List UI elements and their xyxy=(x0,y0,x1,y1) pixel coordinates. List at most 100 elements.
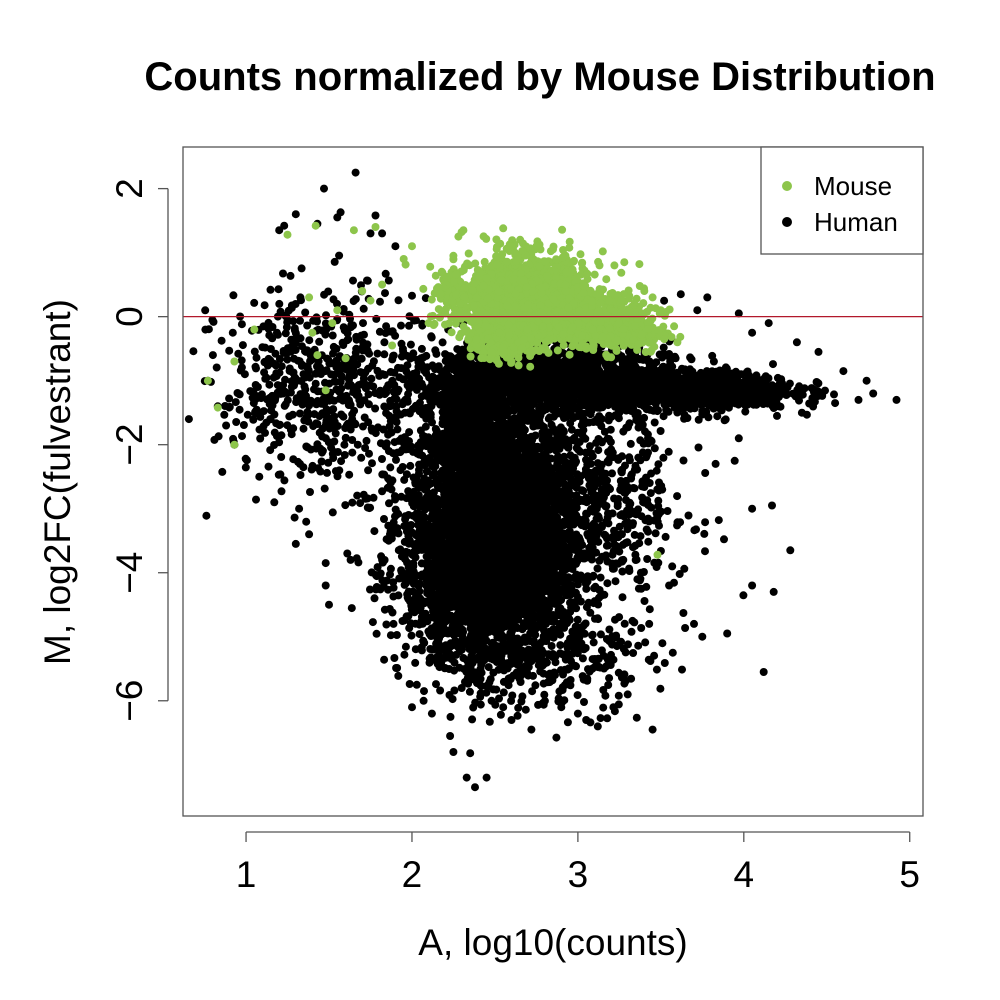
series-human xyxy=(184,168,901,792)
point-human xyxy=(368,618,377,627)
point-human xyxy=(406,461,415,470)
point-human xyxy=(496,482,505,491)
point-human xyxy=(382,620,391,629)
point-human xyxy=(437,629,446,638)
point-human xyxy=(468,715,477,724)
point-human xyxy=(412,514,421,523)
point-human xyxy=(411,604,420,613)
point-human xyxy=(463,548,471,557)
point-human xyxy=(485,527,494,535)
point-human xyxy=(389,619,398,628)
point-human xyxy=(534,461,543,469)
point-human xyxy=(514,581,523,590)
point-human xyxy=(462,504,471,512)
point-human xyxy=(454,560,463,569)
point-human xyxy=(383,576,391,585)
point-human xyxy=(603,579,612,588)
point-human xyxy=(372,629,381,638)
point-human xyxy=(394,671,403,680)
point-human xyxy=(511,481,520,490)
point-human xyxy=(495,547,504,556)
point-human xyxy=(403,558,412,567)
point-human xyxy=(418,478,427,487)
point-human xyxy=(373,563,382,572)
point-human xyxy=(548,598,557,607)
point-human xyxy=(422,493,431,502)
point-human xyxy=(535,562,544,571)
point-human xyxy=(446,712,455,721)
point-human xyxy=(404,511,413,519)
point-human xyxy=(412,680,421,689)
point-human xyxy=(378,455,386,463)
point-human xyxy=(466,749,475,758)
point-human xyxy=(548,565,557,574)
point-human xyxy=(461,567,470,576)
point-human xyxy=(595,556,604,565)
point-human xyxy=(549,591,558,600)
point-human xyxy=(512,569,521,578)
point-human xyxy=(386,564,395,573)
point-human xyxy=(392,664,401,672)
point-human xyxy=(573,615,582,624)
point-human xyxy=(423,520,432,529)
point-human xyxy=(517,563,526,572)
point-human xyxy=(402,494,411,503)
point-human xyxy=(380,655,389,664)
point-human xyxy=(405,536,414,545)
point-human xyxy=(426,630,435,639)
point-human xyxy=(468,519,477,528)
point-human xyxy=(440,553,449,562)
point-human xyxy=(501,464,510,473)
point-human xyxy=(396,545,405,554)
point-human xyxy=(489,599,498,608)
point-human xyxy=(593,564,602,573)
point-human xyxy=(401,642,410,651)
point-human xyxy=(472,546,481,555)
point-human xyxy=(411,547,420,556)
point-human xyxy=(433,495,442,504)
point-human xyxy=(449,584,458,593)
point-human xyxy=(415,630,424,639)
point-human xyxy=(391,505,400,514)
point-human xyxy=(458,480,467,489)
point-human xyxy=(475,591,484,600)
point-human xyxy=(448,695,457,704)
point-human xyxy=(496,571,504,580)
point-human xyxy=(402,527,411,536)
point-human xyxy=(428,471,437,480)
point-human xyxy=(372,572,381,581)
point-human xyxy=(390,654,399,662)
point-human xyxy=(392,455,400,464)
point-human xyxy=(390,492,399,501)
point-human xyxy=(514,505,522,513)
point-human xyxy=(478,581,487,590)
point-human xyxy=(452,542,460,551)
point-human xyxy=(534,529,543,537)
point-human xyxy=(328,508,337,517)
point-human xyxy=(422,485,431,494)
point-human xyxy=(565,533,574,542)
point-human xyxy=(414,491,423,500)
point-human xyxy=(411,645,420,654)
point-human xyxy=(511,527,520,536)
point-human xyxy=(407,631,416,640)
point-human xyxy=(425,658,434,667)
point-human xyxy=(424,598,433,607)
point-human xyxy=(400,574,409,583)
point-human xyxy=(524,530,533,539)
point-human xyxy=(370,594,379,603)
point-human xyxy=(558,557,567,566)
point-human xyxy=(411,658,420,667)
point-human xyxy=(511,538,520,547)
point-human xyxy=(450,637,459,646)
data-points xyxy=(184,168,901,792)
point-human xyxy=(370,527,379,536)
point-human xyxy=(481,556,489,565)
point-human xyxy=(385,605,394,613)
point-human xyxy=(528,435,537,444)
point-human xyxy=(366,585,374,594)
point-human xyxy=(423,558,432,567)
point-human xyxy=(493,607,502,616)
point-human xyxy=(470,479,479,488)
point-human xyxy=(402,612,411,621)
